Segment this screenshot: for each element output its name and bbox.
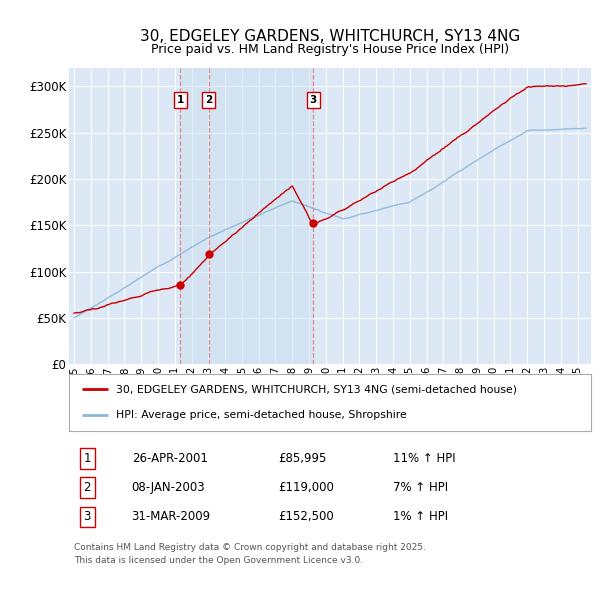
Text: 30, EDGELEY GARDENS, WHITCHURCH, SY13 4NG: 30, EDGELEY GARDENS, WHITCHURCH, SY13 4N… [140,29,520,44]
Text: 30, EDGELEY GARDENS, WHITCHURCH, SY13 4NG (semi-detached house): 30, EDGELEY GARDENS, WHITCHURCH, SY13 4N… [116,384,517,394]
Text: 26-APR-2001: 26-APR-2001 [131,452,208,465]
Text: Contains HM Land Registry data © Crown copyright and database right 2025.
This d: Contains HM Land Registry data © Crown c… [74,543,426,565]
Text: HPI: Average price, semi-detached house, Shropshire: HPI: Average price, semi-detached house,… [116,411,407,420]
Text: 1: 1 [83,452,91,465]
Text: 2: 2 [205,95,212,105]
Text: 08-JAN-2003: 08-JAN-2003 [131,481,205,494]
Text: £119,000: £119,000 [278,481,334,494]
Text: 3: 3 [310,95,317,105]
Text: 3: 3 [83,510,91,523]
Text: 31-MAR-2009: 31-MAR-2009 [131,510,211,523]
Text: 2: 2 [83,481,91,494]
Bar [180,68,313,364]
Text: £85,995: £85,995 [278,452,326,465]
Text: 1% ↑ HPI: 1% ↑ HPI [392,510,448,523]
Text: 11% ↑ HPI: 11% ↑ HPI [392,452,455,465]
Text: £152,500: £152,500 [278,510,334,523]
Text: 7% ↑ HPI: 7% ↑ HPI [392,481,448,494]
Text: 1: 1 [176,95,184,105]
Text: Price paid vs. HM Land Registry's House Price Index (HPI): Price paid vs. HM Land Registry's House … [151,43,509,56]
